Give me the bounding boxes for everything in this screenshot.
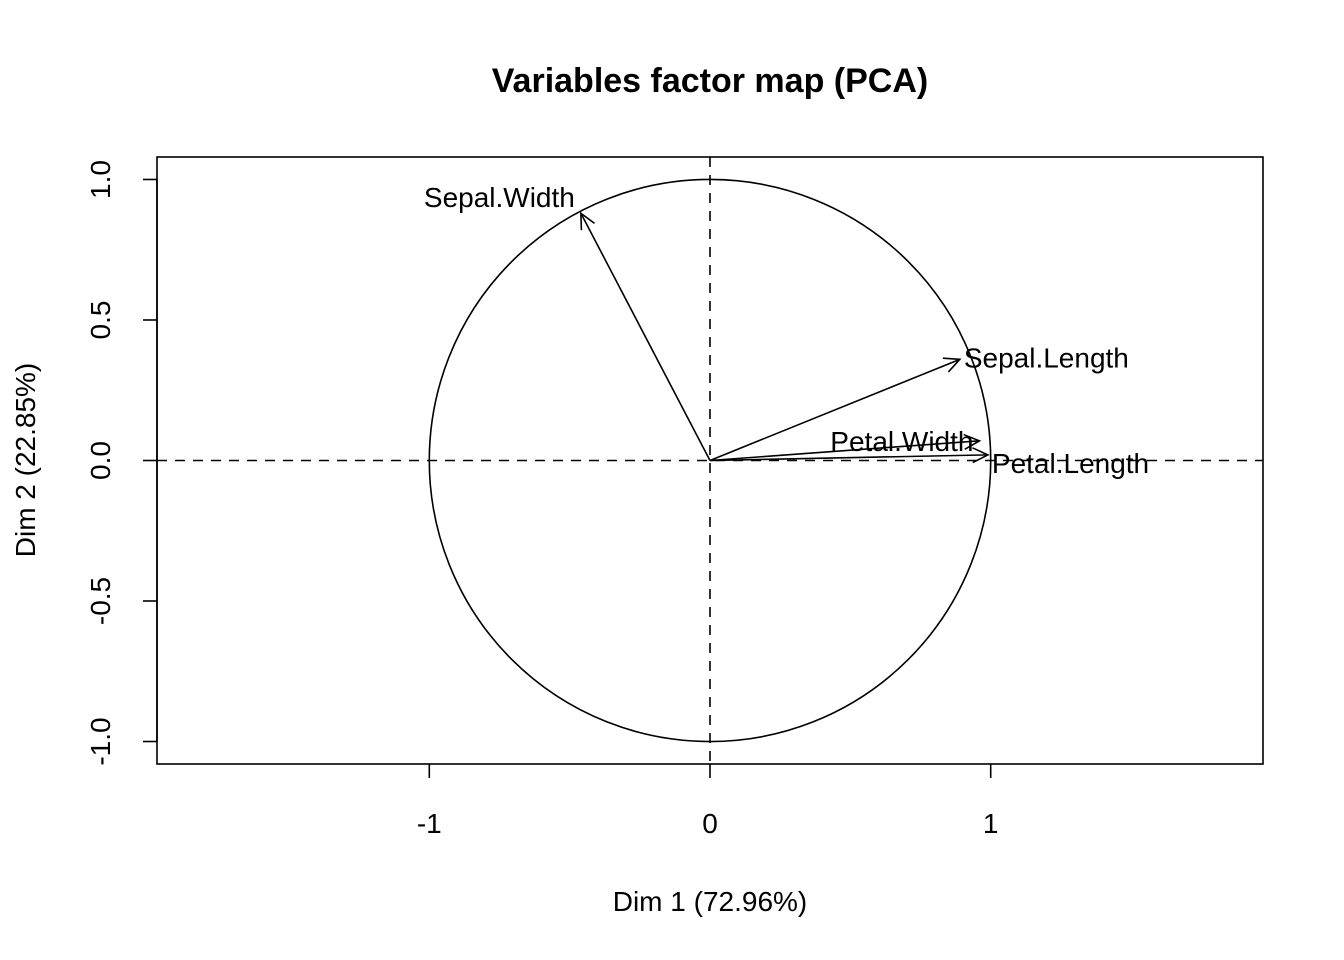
arrow-sepal-length	[709, 358, 961, 462]
x-tick-label: 1	[983, 808, 999, 839]
arrow-sepal-width	[580, 212, 711, 461]
y-tick-label: -0.5	[85, 577, 116, 625]
arrowhead-sepal-width	[580, 211, 595, 231]
arrowhead-petal-length	[972, 447, 990, 464]
arrow-petal-width	[709, 440, 980, 462]
x-tick-label: -1	[417, 808, 442, 839]
y-axis-label: Dim 2 (22.85%)	[10, 363, 41, 558]
reference-lines	[157, 157, 1263, 764]
y-axis: -1.0 -0.5 0.0 0.5 1.0	[85, 160, 158, 766]
correlation-circle	[428, 178, 992, 743]
y-tick-label: 0.0	[85, 441, 116, 480]
chart-title: Variables factor map (PCA)	[492, 62, 928, 100]
label-petal-width: Petal.Width	[830, 426, 973, 457]
label-petal-length: Petal.Length	[992, 448, 1149, 479]
y-tick-label: 1.0	[85, 160, 116, 199]
arrow-petal-length	[709, 454, 988, 462]
label-sepal-length: Sepal.Length	[964, 342, 1129, 373]
x-tick-label: 0	[702, 808, 718, 839]
label-sepal-width: Sepal.Width	[424, 182, 575, 213]
arrowhead-sepal-length	[942, 357, 962, 373]
y-tick-label: -1.0	[85, 717, 116, 765]
variable-arrows: Sepal.Length Sepal.Width Petal.Length Petal…	[424, 182, 1149, 479]
arrowhead-petal-width	[963, 433, 982, 451]
y-tick-label: 0.5	[85, 301, 116, 340]
x-axis: -1 0 1	[417, 764, 999, 839]
x-axis-label: Dim 1 (72.96%)	[613, 886, 808, 917]
correlation-circle-layer	[428, 178, 992, 743]
